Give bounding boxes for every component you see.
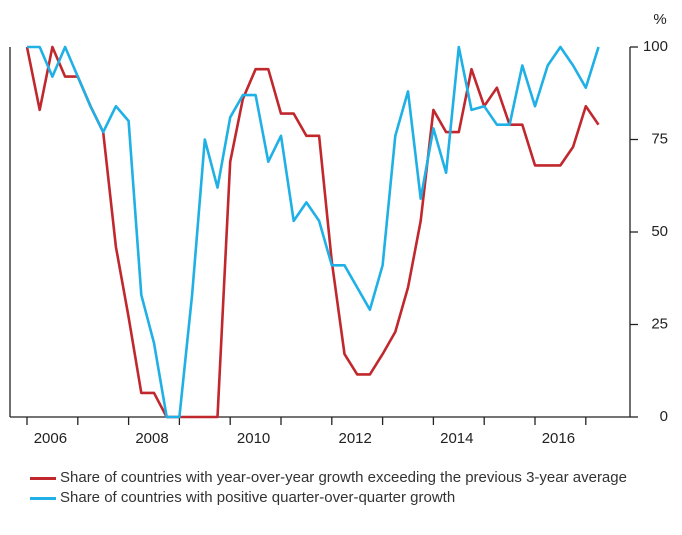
x-tick-label: 2016 bbox=[542, 430, 575, 447]
legend-label: Share of countries with positive quarter… bbox=[60, 489, 456, 506]
y-tick-label: 100 bbox=[643, 38, 668, 55]
y-unit: % bbox=[653, 11, 666, 28]
legend-swatch bbox=[30, 497, 56, 500]
x-tick-label: 2014 bbox=[440, 430, 473, 447]
x-tick-label: 2008 bbox=[135, 430, 168, 447]
chart: % 0 25 50 75 100 2006 2008 2010 2012 2014 2016 bbox=[9, 11, 668, 447]
x-tick-label: 2012 bbox=[339, 430, 372, 447]
x-tick-label: 2006 bbox=[34, 430, 67, 447]
legend-label: Share of countries with year-over-year g… bbox=[60, 469, 627, 486]
legend-item: Share of countries with positive quarter… bbox=[30, 488, 670, 508]
legend: Share of countries with year-over-year g… bbox=[30, 468, 670, 508]
x-tick-label: 2010 bbox=[237, 430, 270, 447]
y-tick-label: 50 bbox=[651, 223, 668, 240]
y-tick-label: 0 bbox=[660, 408, 668, 425]
y-tick-label: 75 bbox=[651, 130, 668, 147]
series-line bbox=[25, 45, 600, 419]
legend-swatch bbox=[30, 477, 56, 480]
series-line bbox=[27, 45, 600, 419]
y-tick-label: 25 bbox=[651, 315, 668, 332]
legend-item: Share of countries with year-over-year g… bbox=[30, 468, 670, 488]
